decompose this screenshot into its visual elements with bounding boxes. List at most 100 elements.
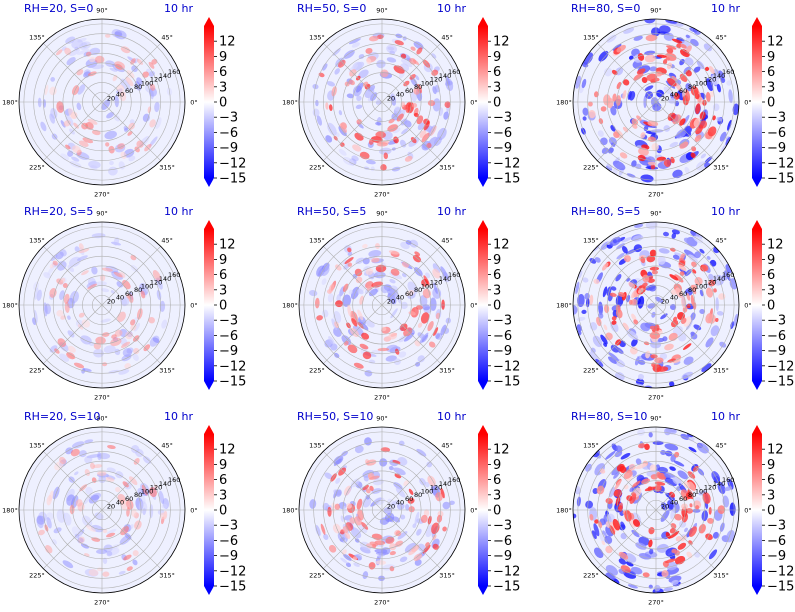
heatmap-cell-positive [70,448,80,457]
heatmap-cell-positive [365,268,374,275]
heatmap-cell-positive [328,544,337,553]
heatmap-cell-negative [338,149,347,156]
heatmap-cell-negative [602,286,608,298]
colorbar-extend-min [478,381,488,390]
heatmap-cell-negative [91,266,98,275]
heatmap-cell-negative [79,41,91,50]
colorbar-tick-label: −3 [219,111,238,126]
heatmap-cell-negative [677,470,688,480]
heatmap-cell-negative [708,549,718,560]
heatmap-cell-positive [325,102,329,110]
heatmap-cell-positive [667,358,676,363]
heatmap-cell-negative [663,231,669,237]
heatmap-cell-positive [617,292,626,297]
colorbar-tick-label: 3 [493,283,501,298]
heatmap-cell-negative [670,303,677,311]
panel-title: RH=50, S=5 [297,205,366,218]
heatmap-cell-negative [345,562,352,568]
heatmap-cell-negative [71,441,85,449]
radial-tick-label: 160 [722,271,734,279]
colorbar-tick-label: 6 [493,268,501,283]
heatmap-cell-positive [707,517,714,524]
heatmap-cell-positive [371,257,380,263]
heatmap-cell-negative [640,174,654,183]
heatmap-cell-negative [400,118,408,126]
heatmap-cell-negative [690,312,696,321]
heatmap-cell-negative [348,289,353,295]
theta-tick-label: 0° [190,507,197,515]
heatmap-cell-positive [701,264,709,272]
heatmap-cell-negative [612,160,626,171]
heatmap-cell-negative [154,101,160,113]
heatmap-cell-positive [340,142,345,147]
heatmap-cell-negative [340,557,348,564]
radial-tick-label: 140 [713,275,725,283]
colorbar-tick-label: −9 [767,141,786,156]
heatmap-cell-negative [159,300,166,312]
heatmap-cell-negative [109,67,118,72]
heatmap-cell-positive [68,107,75,119]
heatmap-cell-positive [38,529,45,536]
heatmap-cell-negative [348,38,361,45]
heatmap-cell-negative [103,544,113,553]
colorbar-tick-label: −6 [767,534,786,549]
heatmap-cell-negative [593,547,604,559]
radial-tick-label: 120 [150,484,162,492]
heatmap-cell-negative [638,553,652,560]
heatmap-cell-positive [66,352,76,360]
heatmap-cell-positive [352,144,362,152]
heatmap-cell-negative [695,233,703,239]
theta-tick-label: 270° [648,394,664,402]
heatmap-cell-positive [679,253,686,260]
heatmap-cell-negative [87,277,96,286]
heatmap-cell-positive [630,346,638,355]
heatmap-cell-negative [50,77,56,82]
colorbar-tick-label: −15 [219,580,246,595]
heatmap-cell-negative [340,515,344,523]
heatmap-cell-positive [671,38,683,44]
heatmap-cell-negative [393,467,406,476]
heatmap-cell-positive [160,512,167,520]
heatmap-cell-negative [51,539,57,545]
heatmap-cell-negative [106,551,113,557]
heatmap-cell-negative [577,270,583,279]
heatmap-cell-negative [634,356,640,366]
heatmap-cell-positive [623,470,633,479]
angular-gridline [101,509,161,569]
colorbar-tick-label: 12 [219,443,236,458]
heatmap-cell-negative [663,587,674,592]
heatmap-cell-negative [415,361,421,367]
heatmap-cell-negative [626,330,639,340]
heatmap-cell-positive [666,47,674,54]
colorbar-tick-label: −15 [493,172,520,187]
colorbar-extend-min [204,381,214,390]
time-label: 10 hr [164,2,193,15]
heatmap-cell-negative [346,93,354,99]
angular-gridline [381,304,441,364]
colorbar-tick-label: 3 [767,488,775,503]
heatmap-cell-positive [152,269,161,282]
heatmap-cell-negative [365,159,376,165]
heatmap-cell-negative [114,348,121,356]
heatmap-cell-negative [357,288,364,295]
heatmap-cell-negative [683,356,694,365]
heatmap-cell-negative [159,490,165,504]
heatmap-cell-negative [618,558,627,565]
heatmap-cell-positive [670,289,677,296]
heatmap-cell-positive [667,77,677,87]
colorbar-tick-label: 3 [493,80,501,95]
heatmap-cell-positive [71,85,80,96]
heatmap-cell-negative [606,513,615,523]
colorbar-tick-label: 3 [767,283,775,298]
heatmap-cell-negative [154,117,162,129]
heatmap-cell-positive [603,324,608,331]
heatmap-cell-positive [678,264,687,272]
heatmap-cell-negative [593,523,600,537]
heatmap-cell-negative [348,64,359,73]
heatmap-cell-positive [685,69,692,77]
heatmap-cell-negative [629,486,635,493]
theta-tick-label: 180° [2,302,18,310]
heatmap-cell-negative [689,27,696,33]
heatmap-cell-negative [625,561,634,567]
